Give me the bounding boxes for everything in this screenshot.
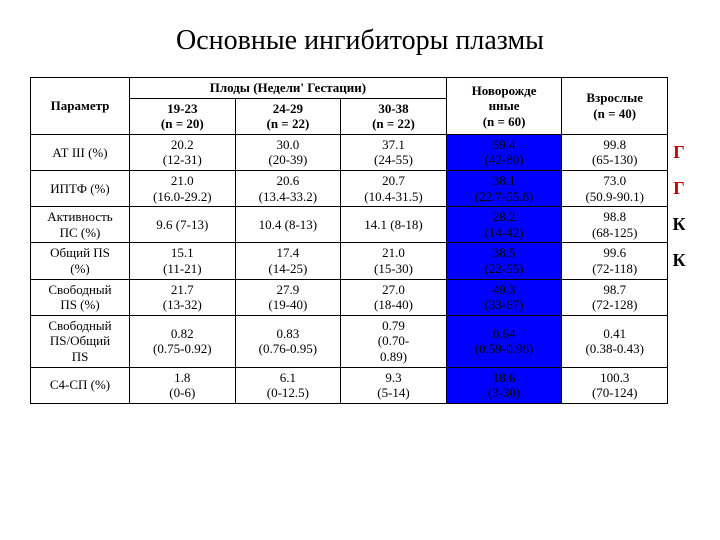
col-fetus-group: Плоды (Недели' Гестации) bbox=[130, 78, 447, 99]
side-marker: К bbox=[668, 206, 690, 242]
value-cell: 18.6(3-30) bbox=[446, 367, 562, 403]
value-cell: 9.3(5-14) bbox=[341, 367, 447, 403]
value-cell: 21.7(13-32) bbox=[130, 279, 236, 315]
col-30-38: 30-38(n = 22) bbox=[341, 98, 447, 134]
value-cell: 21.0(16.0-29.2) bbox=[130, 170, 236, 206]
value-cell: 100.3(70-124) bbox=[562, 367, 668, 403]
value-cell: 99.8(65-130) bbox=[562, 134, 668, 170]
col-param: Параметр bbox=[31, 78, 130, 135]
table-row: АТ III (%)20.2(12-31)30.0(20-39)37.1(24-… bbox=[31, 134, 668, 170]
value-cell: 99.6(72-118) bbox=[562, 243, 668, 279]
value-cell: 9.6 (7-13) bbox=[130, 207, 236, 243]
value-cell: 15.1(11-21) bbox=[130, 243, 236, 279]
value-cell: 27.9(19-40) bbox=[235, 279, 341, 315]
param-cell: СвободныйПS/ОбщийПS bbox=[31, 315, 130, 367]
value-cell: 0.64(0.59-0.98) bbox=[446, 315, 562, 367]
value-cell: 98.7(72-128) bbox=[562, 279, 668, 315]
value-cell: 30.0(20-39) bbox=[235, 134, 341, 170]
value-cell: 1.8(0-6) bbox=[130, 367, 236, 403]
value-cell: 73.0(50.9-90.1) bbox=[562, 170, 668, 206]
value-cell: 20.7(10.4-31.5) bbox=[341, 170, 447, 206]
param-cell: С4-СП (%) bbox=[31, 367, 130, 403]
side-marker: Г bbox=[668, 134, 690, 170]
value-cell: 0.79(0.70-0.89) bbox=[341, 315, 447, 367]
table-row: Общий ПS(%)15.1(11-21)17.4(14-25)21.0(15… bbox=[31, 243, 668, 279]
value-cell: 38.5(22-55) bbox=[446, 243, 562, 279]
value-cell: 17.4(14-25) bbox=[235, 243, 341, 279]
value-cell: 20.6(13.4-33.2) bbox=[235, 170, 341, 206]
value-cell: 59.4(42-80) bbox=[446, 134, 562, 170]
value-cell: 14.1 (8-18) bbox=[341, 207, 447, 243]
value-cell: 49.3(33-67) bbox=[446, 279, 562, 315]
value-cell: 0.41(0.38-0.43) bbox=[562, 315, 668, 367]
side-marker bbox=[668, 314, 690, 366]
data-table: Параметр Плоды (Недели' Гестации) Новоро… bbox=[30, 77, 668, 404]
side-marker: Г bbox=[668, 170, 690, 206]
table-row: СвободныйПS/ОбщийПS0.82(0.75-0.92)0.83(0… bbox=[31, 315, 668, 367]
value-cell: 38.1(22.7-55.8) bbox=[446, 170, 562, 206]
side-marker bbox=[668, 278, 690, 314]
value-cell: 27.0(18-40) bbox=[341, 279, 447, 315]
value-cell: 0.83(0.76-0.95) bbox=[235, 315, 341, 367]
value-cell: 0.82(0.75-0.92) bbox=[130, 315, 236, 367]
param-cell: СвободныйПS (%) bbox=[31, 279, 130, 315]
value-cell: 28.2(14-42) bbox=[446, 207, 562, 243]
table-row: ИПТФ (%)21.0(16.0-29.2)20.6(13.4-33.2)20… bbox=[31, 170, 668, 206]
param-cell: АктивностьПС (%) bbox=[31, 207, 130, 243]
col-adult: Взрослые(n = 40) bbox=[562, 78, 668, 135]
table-row: С4-СП (%)1.8(0-6)6.1(0-12.5)9.3(5-14)18.… bbox=[31, 367, 668, 403]
value-cell: 6.1(0-12.5) bbox=[235, 367, 341, 403]
col-24-29: 24-29(n = 22) bbox=[235, 98, 341, 134]
param-cell: ИПТФ (%) bbox=[31, 170, 130, 206]
page-title: Основные ингибиторы плазмы bbox=[30, 25, 690, 57]
value-cell: 20.2(12-31) bbox=[130, 134, 236, 170]
side-marker bbox=[668, 366, 690, 402]
value-cell: 21.0(15-30) bbox=[341, 243, 447, 279]
table-row: АктивностьПС (%)9.6 (7-13)10.4 (8-13)14.… bbox=[31, 207, 668, 243]
value-cell: 37.1(24-55) bbox=[341, 134, 447, 170]
value-cell: 98.8(68-125) bbox=[562, 207, 668, 243]
side-marker: К bbox=[668, 242, 690, 278]
col-newborn: Новорожденные(n = 60) bbox=[446, 78, 562, 135]
col-19-23: 19-23(n = 20) bbox=[130, 98, 236, 134]
param-cell: АТ III (%) bbox=[31, 134, 130, 170]
param-cell: Общий ПS(%) bbox=[31, 243, 130, 279]
value-cell: 10.4 (8-13) bbox=[235, 207, 341, 243]
table-row: СвободныйПS (%)21.7(13-32)27.9(19-40)27.… bbox=[31, 279, 668, 315]
